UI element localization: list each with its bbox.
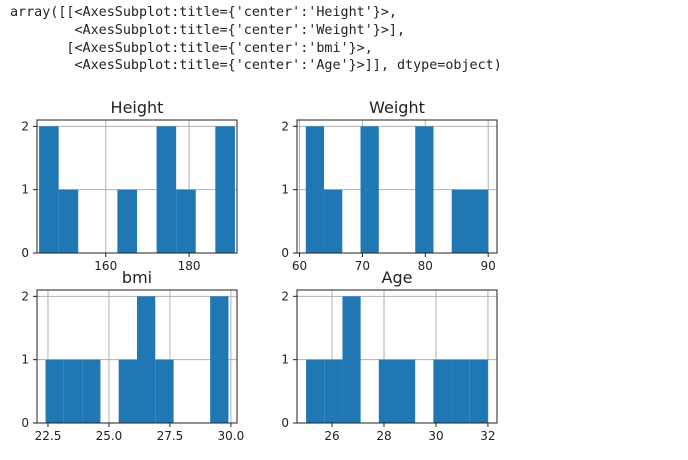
histogram-bar — [451, 189, 470, 253]
y-tick-label: 2 — [21, 289, 29, 303]
y-tick-label: 2 — [281, 119, 289, 133]
axes-frame — [296, 119, 498, 254]
histogram-bar — [469, 189, 489, 253]
chart-title: Weight — [369, 98, 425, 117]
histogram-panel-4: 26 28 30 32 0 1 2 Age — [281, 268, 498, 443]
histogram-panel-2: 60 70 80 90 0 1 2 Weight — [281, 98, 498, 273]
chart-title: Age — [382, 268, 413, 287]
x-tick-label: 30 — [428, 429, 443, 443]
histogram-bar — [117, 189, 137, 253]
histogram-bar — [324, 189, 343, 253]
y-tick-label: 1 — [21, 353, 29, 367]
x-tick-label: 26 — [324, 429, 339, 443]
histogram-bar — [176, 189, 196, 253]
histogram-bar — [306, 359, 325, 423]
histogram-bar — [469, 359, 488, 423]
histogram-bar — [433, 359, 452, 423]
y-tick-label: 1 — [21, 183, 29, 197]
output-line: <AxesSubplot:title={'center':'Weight'}>]… — [10, 22, 406, 38]
histogram-bar — [215, 126, 235, 253]
histogram-bar — [137, 296, 156, 423]
x-tick-label: 180 — [178, 259, 201, 273]
chart-title: bmi — [122, 268, 152, 287]
histogram-bar — [342, 296, 361, 423]
output-line: <AxesSubplot:title={'center':'Age'}>]], … — [10, 58, 502, 74]
histogram-panel-3: 22.5 25.0 27.5 30.0 0 1 2 bmi — [21, 268, 244, 443]
x-tick-label: 22.5 — [35, 429, 62, 443]
y-tick-label: 0 — [281, 416, 289, 430]
x-tick-label: 80 — [418, 259, 433, 273]
histogram-bar — [378, 359, 397, 423]
cell-output-text: array([[<AxesSubplot:title={'center':'He… — [10, 4, 502, 75]
histogram-bar — [82, 359, 101, 423]
histogram-bar — [305, 126, 325, 253]
x-tick-label: 160 — [94, 259, 117, 273]
y-tick-label: 2 — [281, 289, 289, 303]
axes-frame — [36, 119, 238, 254]
histogram-bar — [156, 126, 177, 253]
histogram-bar — [397, 359, 416, 423]
x-tick-label: 32 — [480, 429, 495, 443]
histogram-bar — [63, 359, 83, 423]
x-tick-label: 90 — [481, 259, 496, 273]
histogram-bar — [210, 296, 229, 423]
histogram-bar — [45, 359, 64, 423]
x-tick-label: 27.5 — [157, 429, 184, 443]
y-tick-label: 2 — [21, 119, 29, 133]
axes-frame — [296, 289, 498, 424]
x-tick-label: 60 — [292, 259, 307, 273]
y-tick-label: 1 — [281, 353, 289, 367]
chart-title: Height — [111, 98, 164, 117]
x-tick-label: 30.0 — [218, 429, 245, 443]
histogram-bar — [451, 359, 470, 423]
histogram-bar — [360, 126, 379, 253]
histogram-bar — [118, 359, 137, 423]
output-line: [<AxesSubplot:title={'center':'bmi'}>, — [10, 40, 373, 56]
histogram-bar — [58, 189, 79, 253]
x-tick-label: 25.0 — [96, 429, 123, 443]
histogram-bar — [415, 126, 434, 253]
histogram-bar — [324, 359, 343, 423]
histogram-bar — [39, 126, 59, 253]
x-tick-label: 70 — [355, 259, 370, 273]
histogram-bar — [155, 359, 174, 423]
y-tick-label: 1 — [281, 183, 289, 197]
y-tick-label: 0 — [281, 246, 289, 260]
y-tick-label: 0 — [21, 246, 29, 260]
y-tick-label: 0 — [21, 416, 29, 430]
histogram-panel-1: 160 180 0 1 2 Height — [21, 98, 238, 273]
axes-frame — [36, 289, 238, 424]
output-line: array([[<AxesSubplot:title={'center':'He… — [10, 5, 397, 20]
x-tick-label: 28 — [376, 429, 391, 443]
